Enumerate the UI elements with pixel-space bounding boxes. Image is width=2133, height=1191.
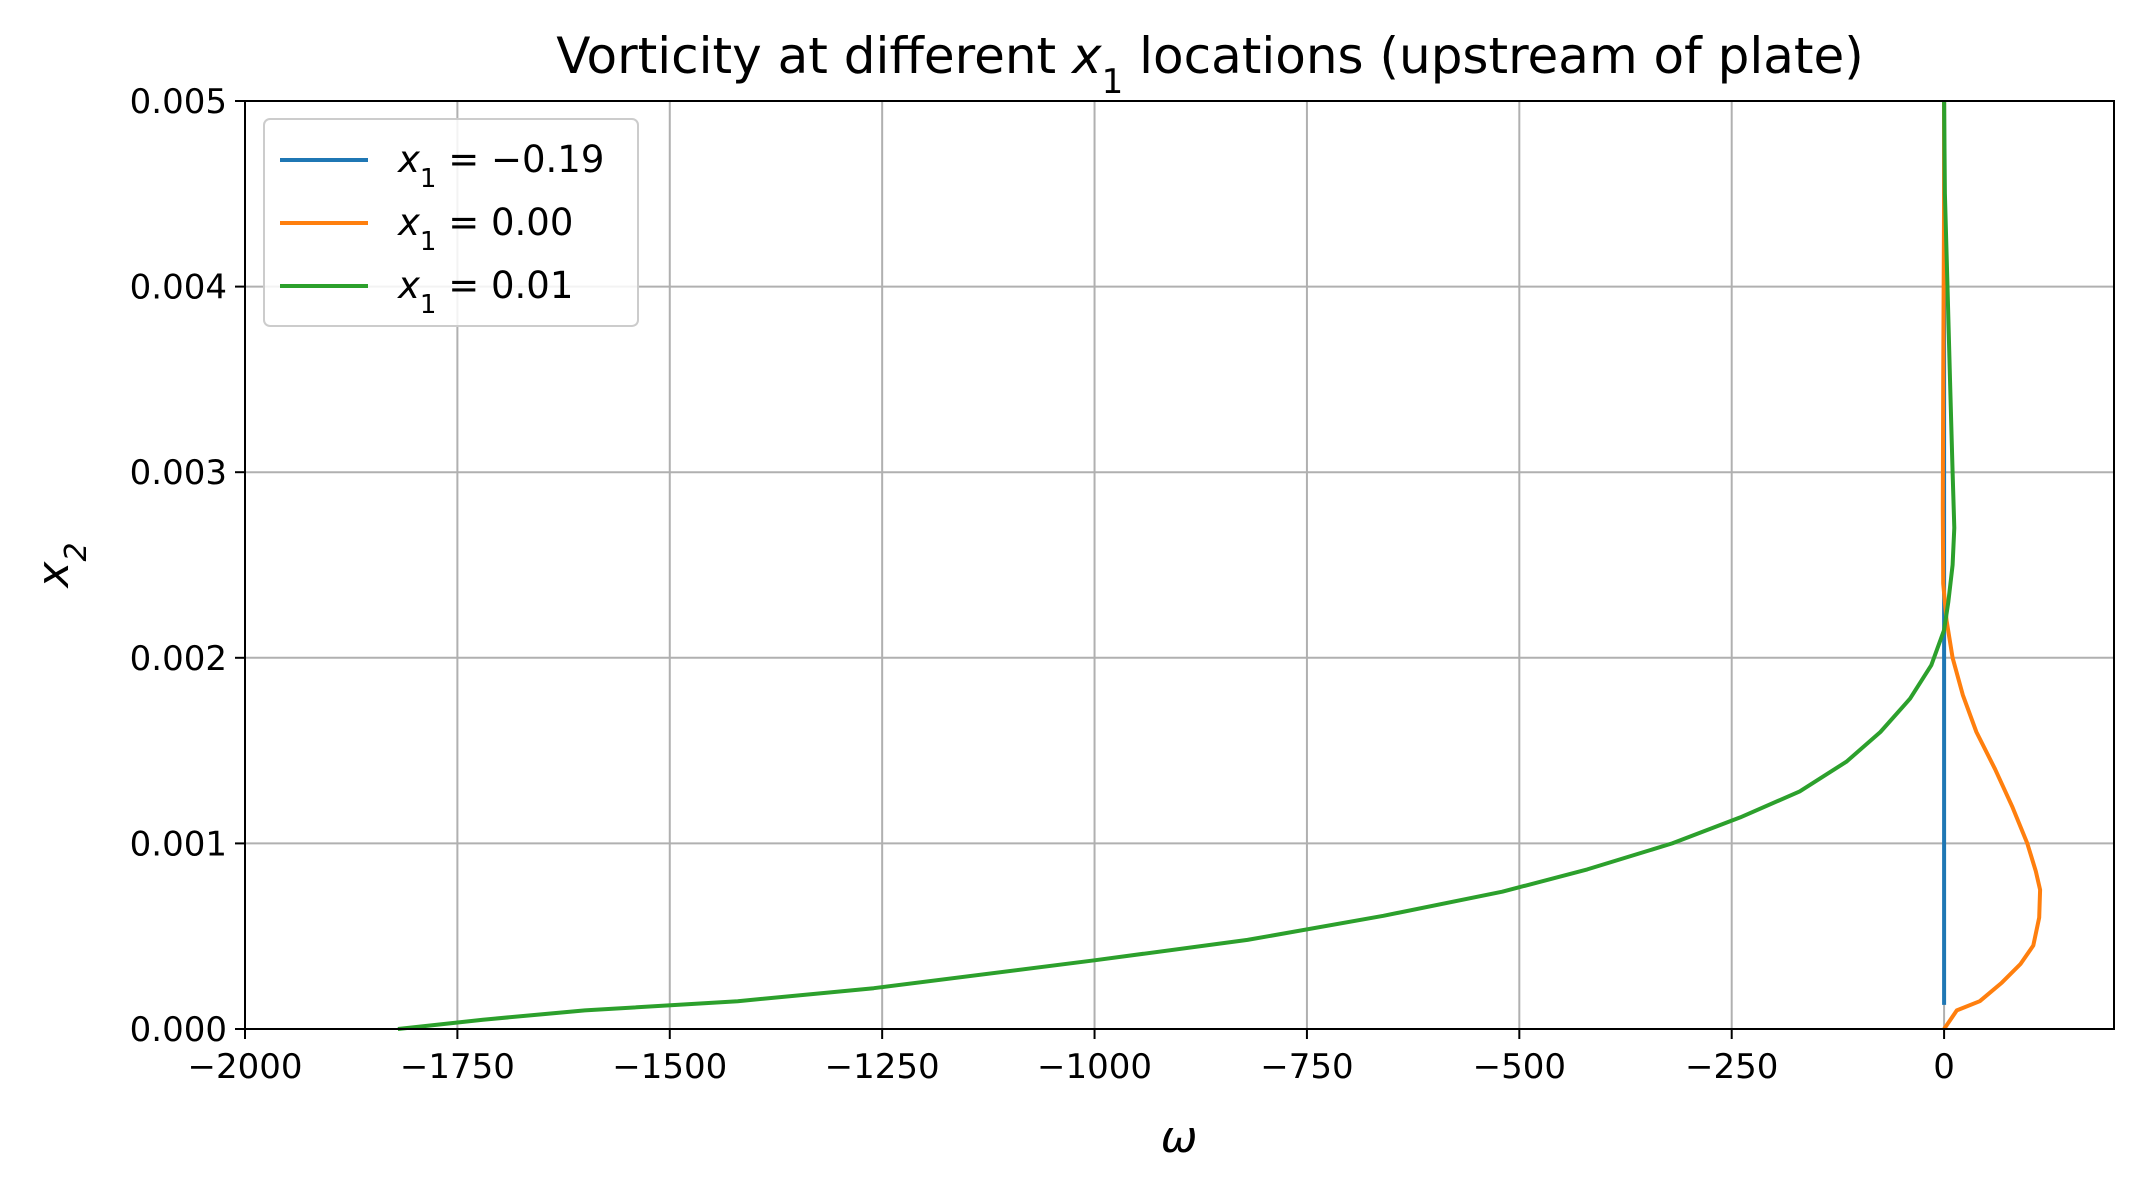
legend: x1 = −0.19 x1 = 0.00 x1 = 0.01 xyxy=(263,118,639,327)
axes-frame xyxy=(244,100,2115,1030)
legend-label-series-1: x1 = −0.19 xyxy=(397,138,604,194)
x-tick-label: −2000 xyxy=(187,1047,302,1087)
x-axis-label: ω xyxy=(1161,1112,1198,1163)
data-series xyxy=(397,100,2043,1031)
axis-ticks: −2000 −1750 −1500 −1250 −1000 −750 −500 −250 0 0.… xyxy=(130,82,1955,1087)
legend-box xyxy=(263,118,639,327)
series-line-3 xyxy=(397,100,1957,1031)
y-tick-label: 0.003 xyxy=(130,453,227,493)
x-tick-label: −1250 xyxy=(825,1047,940,1087)
y-tick-label: 0.005 xyxy=(130,82,227,122)
x-tick-label: 0 xyxy=(1933,1047,1955,1087)
x-tick-label: −1500 xyxy=(612,1047,727,1087)
x-tick-label: −1000 xyxy=(1037,1047,1152,1087)
series-line-2 xyxy=(1940,101,2043,1031)
x-tick-label: −250 xyxy=(1685,1047,1778,1087)
y-tick-label: 0.000 xyxy=(130,1010,227,1050)
y-tick-label: 0.002 xyxy=(130,639,227,679)
legend-label-series-3: x1 = 0.01 xyxy=(397,264,573,320)
legend-label-series-2: x1 = 0.00 xyxy=(397,201,573,257)
y-axis-label: x2 xyxy=(28,542,94,589)
x-tick-label: −1750 xyxy=(400,1047,515,1087)
x-tick-label: −750 xyxy=(1260,1047,1353,1087)
x-tick-label: −500 xyxy=(1473,1047,1566,1087)
chart-title: Vorticity at different x1 locations (ups… xyxy=(556,27,1864,102)
y-tick-label: 0.004 xyxy=(130,268,227,308)
y-tick-label: 0.001 xyxy=(130,824,227,864)
